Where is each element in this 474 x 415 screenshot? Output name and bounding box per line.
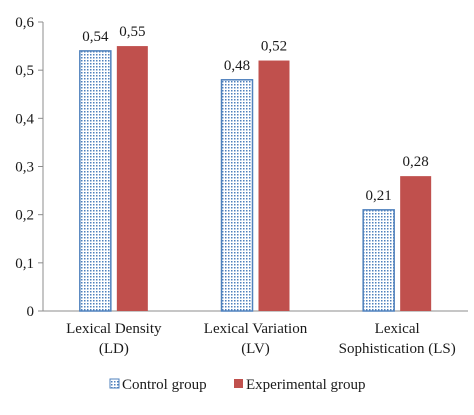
legend: Control group Experimental group bbox=[109, 377, 366, 393]
legend-label: Control group bbox=[122, 377, 207, 393]
category-label: Lexical Sophistication (LS) bbox=[339, 321, 456, 357]
data-label: 0,55 bbox=[119, 24, 145, 40]
y-tick-label: 0,5 bbox=[15, 63, 34, 79]
legend-label: Experimental group bbox=[246, 377, 366, 393]
y-tick-label: 0,6 bbox=[15, 15, 34, 31]
data-label: 0,21 bbox=[366, 188, 392, 204]
category-label: Lexical Density (LD) bbox=[66, 321, 162, 357]
bar-experimental bbox=[258, 60, 290, 312]
y-tick-label: 0,2 bbox=[15, 208, 34, 224]
data-label: 0,54 bbox=[82, 29, 109, 45]
bar-control bbox=[79, 50, 112, 312]
category-label: Lexical Variation (LV) bbox=[204, 321, 308, 357]
data-label: 0,48 bbox=[224, 58, 250, 74]
legend-swatch bbox=[109, 378, 120, 389]
bar-control bbox=[220, 79, 254, 312]
y-tick-label: 0,1 bbox=[15, 256, 34, 272]
bar-control bbox=[362, 209, 395, 312]
bar-experimental bbox=[116, 46, 148, 311]
y-tick-label: 0,3 bbox=[15, 160, 34, 176]
data-label: 0,28 bbox=[403, 154, 429, 170]
data-label: 0,52 bbox=[261, 39, 287, 55]
data-labels: 0,54 0,55 0,48 0,52 0,21 0,28 bbox=[82, 24, 429, 204]
y-tick-label: 0 bbox=[27, 304, 35, 320]
bar-experimental bbox=[400, 176, 432, 311]
y-tick-label: 0,4 bbox=[15, 111, 34, 127]
bars bbox=[79, 46, 432, 312]
y-tick-labels: 0 0,1 0,2 0,3 0,4 0,5 0,6 bbox=[15, 15, 43, 320]
category-labels: Lexical Density (LD) Lexical Variation (LV)… bbox=[66, 321, 456, 357]
legend-swatch bbox=[234, 379, 243, 388]
